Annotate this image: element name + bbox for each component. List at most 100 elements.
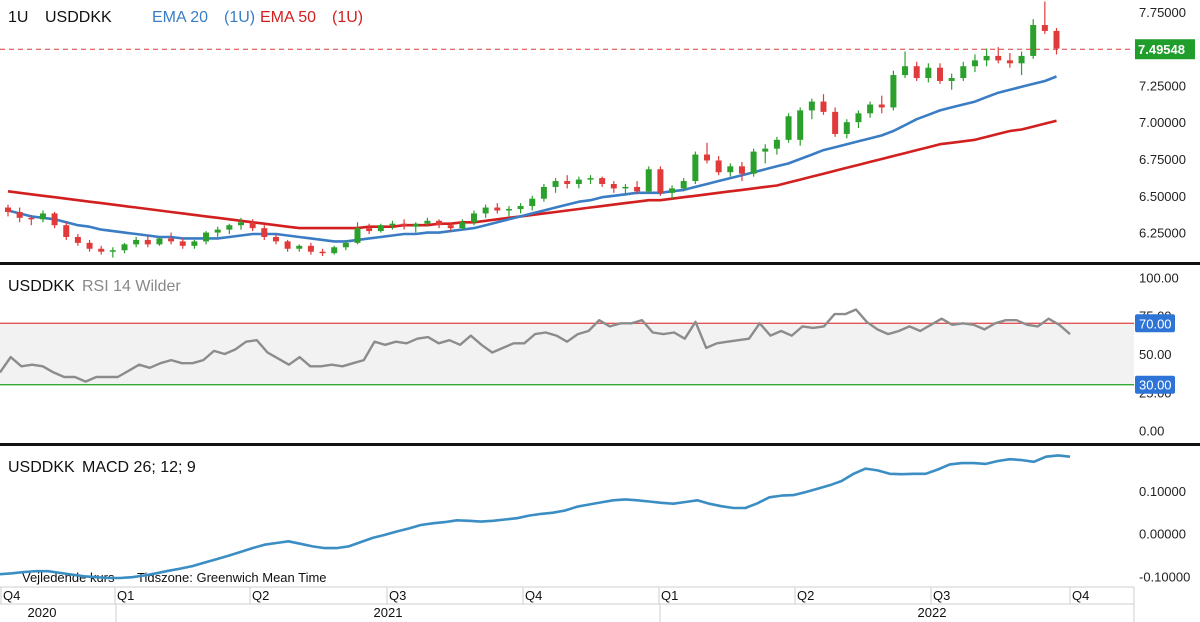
candle-body	[389, 223, 396, 226]
rsi-band	[0, 323, 1134, 385]
candle-body	[867, 104, 874, 114]
candle-body	[995, 55, 1002, 61]
candle-body	[482, 207, 489, 214]
macd-tick-label: 0.00000	[1139, 527, 1186, 542]
price-tick-label: 7.75000	[1139, 5, 1186, 20]
candle-body	[529, 198, 536, 207]
rsi-level-badge	[1135, 314, 1175, 333]
candle-body	[762, 148, 769, 152]
candle-body	[750, 151, 757, 174]
candle-body	[797, 110, 804, 140]
macd-tick-label: -0.10000	[1139, 569, 1190, 584]
candle-body	[971, 60, 978, 67]
price-tick-label: 7.00000	[1139, 115, 1186, 130]
candle-body	[692, 154, 699, 182]
candle-body	[505, 209, 512, 211]
candle-body	[902, 66, 909, 76]
macd-line	[0, 454, 1071, 580]
ema50-line	[7, 119, 1057, 230]
candle-body	[1006, 60, 1013, 64]
quarter-label: Q4	[3, 588, 20, 603]
candle-body	[878, 104, 885, 108]
ema20-legend: EMA 20	[152, 9, 208, 26]
candle-body	[436, 220, 443, 226]
candle-body	[1018, 55, 1025, 64]
candle-body	[459, 222, 466, 229]
candle-body	[552, 181, 559, 187]
rsi-indicator-label: RSI 14 Wilder	[82, 278, 181, 295]
ema50-interval: (1U)	[332, 9, 363, 26]
candle-body	[412, 223, 419, 227]
footer-timezone: Tidszone: Greenwich Mean Time	[137, 570, 327, 585]
candle-body	[948, 78, 955, 81]
candle-body	[366, 228, 373, 232]
candle-body	[226, 225, 233, 230]
candle-body	[832, 111, 839, 134]
candle-body	[890, 75, 897, 108]
candle-body	[610, 183, 617, 189]
macd-symbol-label: USDDKK	[8, 459, 75, 476]
candle-body	[214, 229, 221, 233]
candle-body	[773, 139, 780, 149]
candle-body	[599, 178, 606, 184]
candle-body	[401, 223, 408, 227]
price-tick-label: 6.50000	[1139, 189, 1186, 204]
quarter-label: Q1	[117, 588, 134, 603]
candle-body	[855, 113, 862, 123]
candle-body	[354, 228, 361, 243]
candle-body	[925, 67, 932, 79]
candle-body	[168, 238, 175, 242]
candle-body	[28, 217, 35, 220]
candle-body	[1053, 30, 1060, 49]
rsi-level-label: 70.00	[1139, 316, 1172, 331]
candle-body	[51, 213, 58, 226]
candle-body	[447, 225, 454, 229]
candle-body	[272, 236, 279, 242]
candle-body	[540, 186, 547, 199]
panel-separator	[0, 443, 1200, 446]
candle-body	[342, 242, 349, 248]
candle-body	[307, 245, 314, 252]
candle-body	[377, 225, 384, 232]
rsi-line	[0, 308, 1071, 383]
candle-body	[284, 241, 291, 249]
candle-body	[715, 160, 722, 173]
candle-body	[575, 179, 582, 184]
candle-body	[191, 241, 198, 246]
candle-body	[808, 101, 815, 111]
candle-body	[494, 207, 501, 211]
candle-body	[133, 239, 140, 245]
candle-body	[319, 251, 326, 254]
price-tick-label: 7.25000	[1139, 78, 1186, 93]
symbol-label: USDDKK	[45, 9, 112, 26]
candle-body	[680, 181, 687, 189]
candle-body	[657, 169, 664, 193]
interval-label[interactable]: 1U	[8, 9, 28, 26]
quarter-label: Q4	[1072, 588, 1089, 603]
rsi-symbol-label: USDDKK	[8, 278, 75, 295]
candle-body	[331, 247, 338, 254]
candle-body	[622, 186, 629, 189]
candle-body	[121, 244, 128, 251]
candle-body	[820, 101, 827, 112]
macd-indicator-label: MACD 26; 12; 9	[82, 459, 196, 476]
candle-body	[109, 250, 116, 252]
candle-body	[16, 211, 23, 218]
candle-body	[645, 169, 652, 192]
candle-body	[179, 241, 186, 246]
candle-body	[1030, 25, 1037, 56]
ema20-line	[7, 75, 1057, 243]
quarter-label: Q2	[797, 588, 814, 603]
candle-body	[727, 166, 734, 173]
rsi-level-badge	[1135, 375, 1175, 394]
rsi-level-label: 30.00	[1139, 378, 1172, 393]
candle-body	[98, 248, 105, 252]
last-price-label: 7.49548	[1138, 42, 1185, 57]
rsi-tick-label: 50.00	[1139, 347, 1172, 362]
candle-body	[63, 225, 70, 237]
candle-body	[156, 238, 163, 245]
candle-body	[913, 66, 920, 79]
candle-body	[983, 55, 990, 61]
ema50-legend: EMA 50	[260, 9, 316, 26]
